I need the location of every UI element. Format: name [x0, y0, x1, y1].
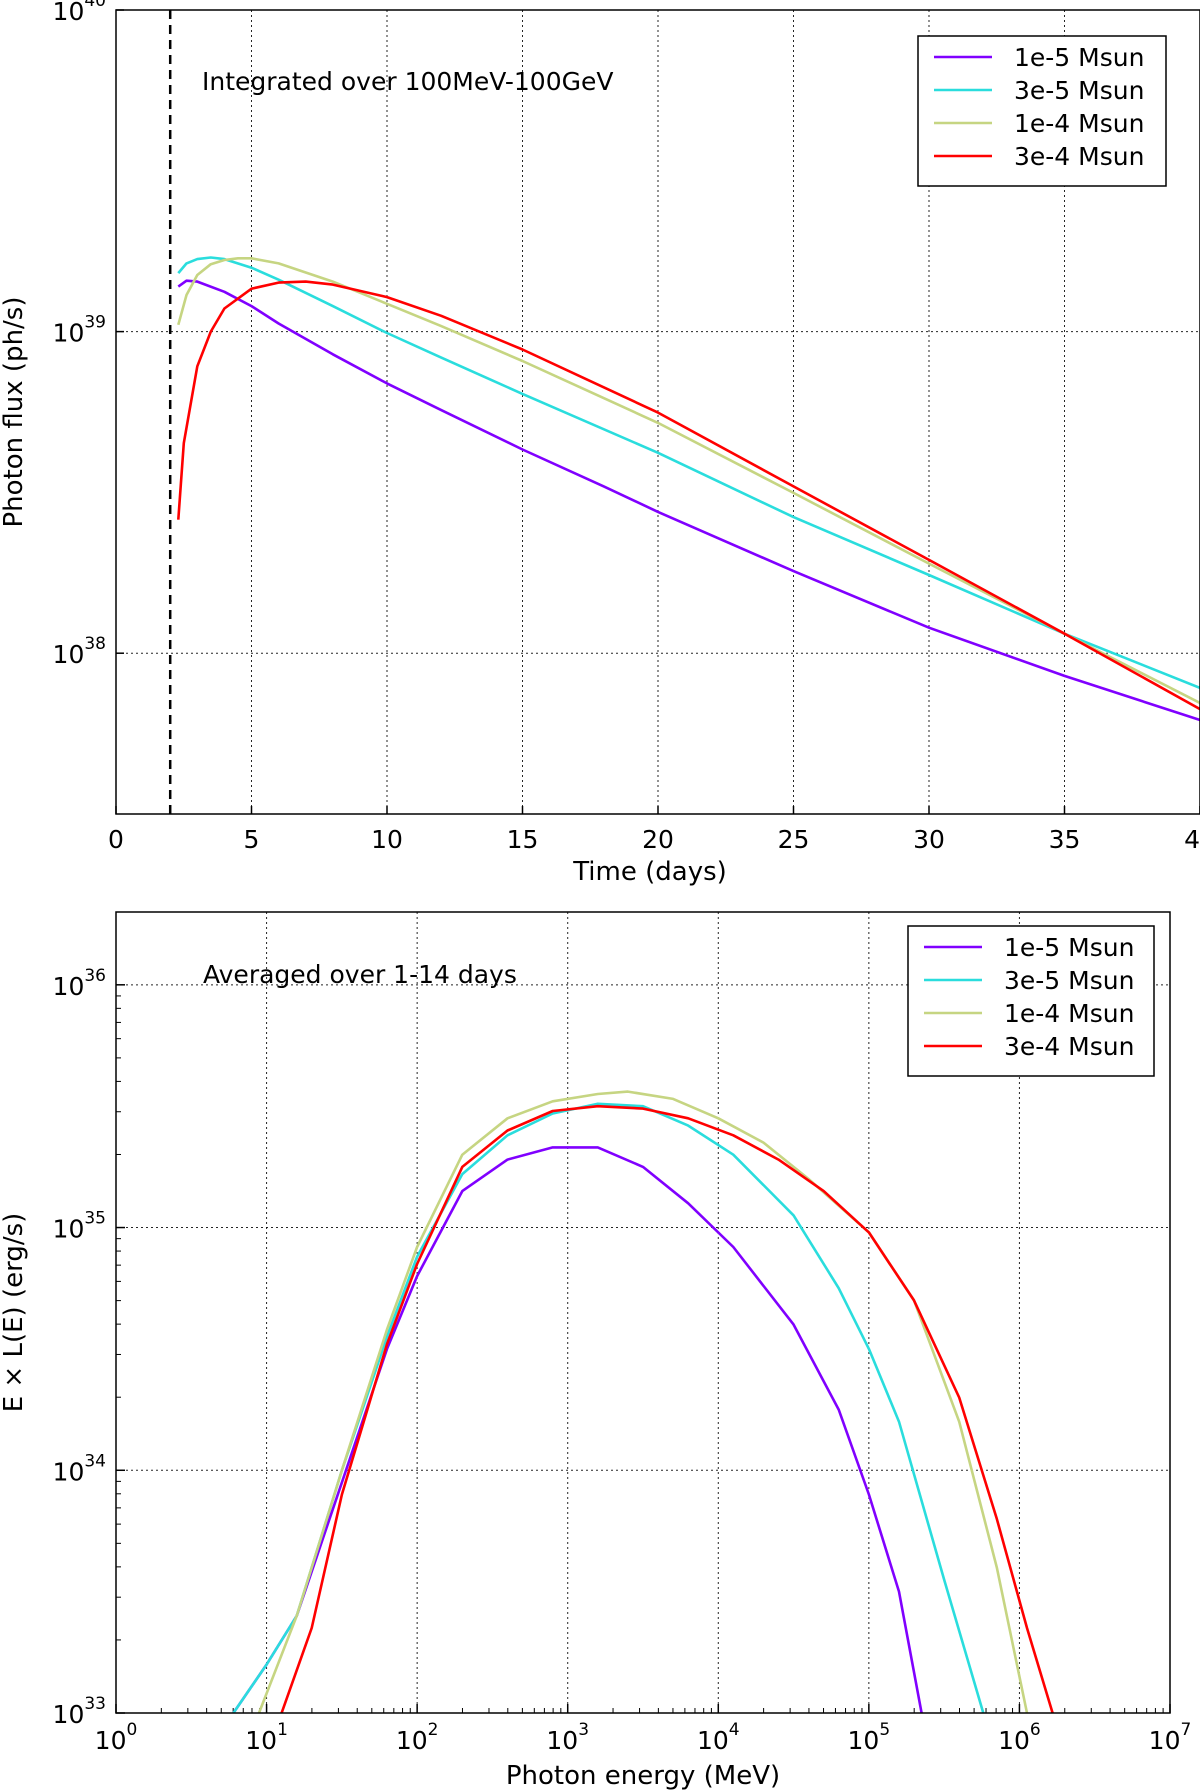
legend-label: 3e-5 Msun — [1014, 76, 1144, 105]
x-tick-label: 20 — [642, 825, 674, 854]
y-tick-label-base: 10 — [53, 319, 85, 348]
energy-spectrum-chart: 100 101 102 103 104 105 106 1071033103410351036… — [0, 911, 1192, 1791]
x-axis-label: Time (days) — [572, 857, 727, 887]
x-tick-label-exp: 5 — [879, 1720, 890, 1740]
y-tick-label-exp: 38 — [84, 634, 106, 654]
x-tick-label-exp: 1 — [277, 1720, 288, 1740]
x-tick-label-exp: 6 — [1030, 1720, 1041, 1740]
y-tick-label-exp: 33 — [84, 1694, 106, 1714]
series-line-3e-4-msun — [280, 1104, 1054, 1713]
y-tick-label-exp: 36 — [84, 966, 106, 986]
time-flux-chart: 0510152025303540103810391040Integrated o… — [0, 0, 1200, 887]
legend-label: 1e-5 Msun — [1014, 43, 1144, 72]
legend-label: 3e-4 Msun — [1014, 142, 1144, 171]
x-tick-label-base: 10 — [998, 1726, 1030, 1755]
x-tick-label-exp: 3 — [578, 1720, 589, 1740]
y-tick-label-exp: 39 — [84, 313, 106, 333]
x-tick-label: 15 — [507, 825, 539, 854]
y-tick-label-exp: 35 — [84, 1209, 106, 1229]
series-line-1e-4-msun — [177, 256, 1200, 705]
y-axis-label: E × L(E) (erg/s) — [0, 1213, 29, 1413]
x-tick-label-base: 10 — [546, 1726, 578, 1755]
legend-label: 3e-4 Msun — [1004, 1032, 1134, 1061]
y-tick-label-base: 10 — [53, 640, 85, 669]
x-tick-label-base: 10 — [697, 1726, 729, 1755]
x-tick-label: 107 — [1149, 1720, 1192, 1755]
y-tick-label-base: 10 — [53, 1700, 85, 1729]
x-tick-label-exp: 7 — [1180, 1720, 1191, 1740]
y-tick-label-base: 10 — [53, 1215, 85, 1244]
series-line-3e-4-msun — [177, 280, 1200, 711]
x-tick-label: 102 — [396, 1720, 439, 1755]
legend-label: 1e-4 Msun — [1004, 999, 1134, 1028]
x-tick-label-exp: 2 — [428, 1720, 439, 1740]
x-tick-label: 100 — [95, 1720, 138, 1755]
y-tick-label: 1038 — [53, 634, 106, 669]
x-tick-label: 104 — [697, 1720, 740, 1755]
x-tick-label: 35 — [1049, 825, 1081, 854]
y-tick-label-base: 10 — [53, 1457, 85, 1486]
x-tick-label: 0 — [108, 825, 124, 854]
y-tick-label-base: 10 — [53, 972, 85, 1001]
x-tick-label-base: 10 — [396, 1726, 428, 1755]
y-tick-label: 1040 — [53, 0, 106, 26]
legend-label: 1e-5 Msun — [1004, 933, 1134, 962]
chart-annotation: Integrated over 100MeV-100GeV — [202, 67, 613, 96]
legend-label: 3e-5 Msun — [1004, 966, 1134, 995]
plot-frame — [115, 9, 1200, 815]
x-tick-label: 30 — [913, 825, 945, 854]
x-tick-label-base: 10 — [1149, 1726, 1181, 1755]
x-tick-label-base: 10 — [95, 1726, 127, 1755]
y-tick-label: 1034 — [53, 1451, 106, 1486]
y-tick-label-exp: 40 — [84, 0, 106, 11]
x-tick-label: 5 — [244, 825, 260, 854]
series-line-1e-5-msun — [232, 1146, 923, 1713]
y-tick-label: 1033 — [53, 1694, 106, 1729]
series-line-3e-5-msun — [177, 256, 1200, 690]
legend-box — [917, 35, 1167, 187]
legend-label: 1e-4 Msun — [1014, 109, 1144, 138]
y-tick-label: 1035 — [53, 1209, 106, 1244]
x-tick-label: 106 — [998, 1720, 1041, 1755]
x-axis-label: Photon energy (MeV) — [506, 1761, 780, 1791]
series-line-1e-5-msun — [177, 279, 1200, 722]
x-tick-label: 105 — [848, 1720, 891, 1755]
y-tick-label-base: 10 — [53, 0, 85, 26]
x-tick-label-exp: 0 — [126, 1720, 137, 1740]
y-tick-label: 1039 — [53, 313, 106, 348]
x-tick-label: 10 — [371, 825, 403, 854]
chart-annotation: Averaged over 1-14 days — [203, 960, 517, 989]
x-tick-label: 40 — [1184, 825, 1200, 854]
legend-box — [907, 925, 1155, 1077]
plot-frame — [115, 911, 1171, 1714]
x-tick-label: 103 — [546, 1720, 589, 1755]
y-axis-label: Photon flux (ph/s) — [0, 297, 29, 528]
y-tick-label-exp: 34 — [84, 1451, 106, 1471]
x-tick-label-base: 10 — [245, 1726, 277, 1755]
x-tick-label: 25 — [778, 825, 810, 854]
y-tick-label: 1036 — [53, 966, 106, 1001]
x-tick-label: 101 — [245, 1720, 288, 1755]
x-tick-label-base: 10 — [848, 1726, 880, 1755]
x-tick-label-exp: 4 — [729, 1720, 740, 1740]
